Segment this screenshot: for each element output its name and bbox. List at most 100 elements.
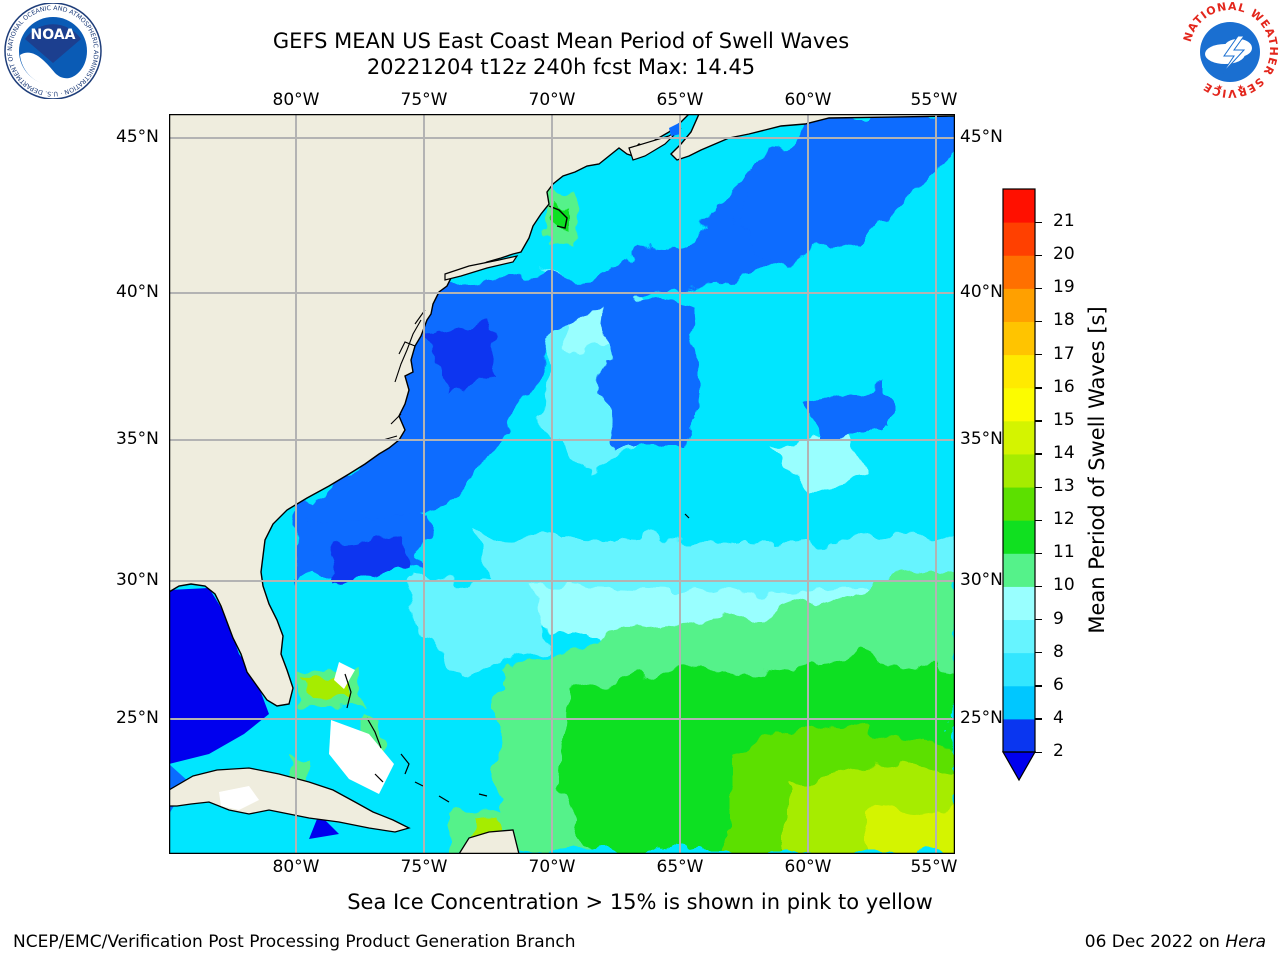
- colorbar-tick-mark: [1035, 486, 1042, 488]
- colorbar-segment: [1003, 718, 1035, 753]
- chart-title: GEFS MEAN US East Coast Mean Period of S…: [272, 29, 850, 53]
- lon-label-top: 80°W: [272, 90, 320, 110]
- colorbar-tick-label: 8: [1053, 641, 1064, 662]
- colorbar-tick-label: 16: [1053, 376, 1075, 397]
- colorbar-tick-mark: [1035, 652, 1042, 654]
- lat-label-left: 40°N: [116, 282, 159, 302]
- bahamas-islands: [344, 513, 690, 803]
- lat-label-left: 25°N: [116, 708, 159, 728]
- swell-band-9-10: [529, 294, 889, 634]
- lon-label-top: 55°W: [910, 90, 958, 110]
- colorbar-tick-mark: [1035, 254, 1042, 257]
- swell-period-map: [169, 114, 955, 854]
- colorbar-tick-label: 10: [1053, 575, 1075, 596]
- land-hispaniola: [458, 829, 520, 853]
- map-frame: [169, 114, 955, 854]
- colorbar: [1001, 188, 1037, 782]
- colorbar-tick-mark: [1035, 552, 1042, 555]
- colorbar-frame: [1002, 188, 1036, 753]
- lon-label-top: 60°W: [784, 90, 832, 110]
- footer-date-text: 06 Dec 2022 on: [1084, 932, 1226, 952]
- colorbar-tick-mark: [1035, 685, 1042, 687]
- colorbar-segment: [1003, 553, 1035, 587]
- colorbar-tick-mark: [1035, 420, 1042, 422]
- svg-text:★: ★: [1216, 83, 1223, 92]
- noaa-logo: NATIONAL OCEANIC AND ATMOSPHERIC ADMINIS…: [3, 3, 102, 99]
- colorbar-tick-label: 20: [1053, 244, 1075, 265]
- lon-label-bottom: 65°W: [656, 857, 704, 877]
- colorbar-segment: [1003, 288, 1035, 322]
- colorbar-tick-label: 4: [1053, 707, 1064, 728]
- lon-label-top: 70°W: [528, 90, 576, 110]
- sea-ice-note: Sea Ice Concentration > 15% is shown in …: [0, 890, 1280, 914]
- colorbar-segment: [1003, 586, 1035, 621]
- graticule: [169, 114, 954, 853]
- colorbar-segment: [1003, 420, 1035, 455]
- lat-label-left: 30°N: [116, 570, 159, 590]
- colorbar-segment: [1003, 222, 1035, 256]
- colorbar-tick-mark: [1035, 619, 1042, 621]
- colorbar-tick-label: 21: [1053, 211, 1075, 232]
- colorbar-tick-label: 6: [1053, 674, 1064, 695]
- colorbar-tick-label: 13: [1053, 476, 1075, 497]
- colorbar-tick-mark: [1035, 320, 1042, 323]
- swell-band-near-cape-cod: [541, 186, 579, 244]
- colorbar-segment: [1003, 652, 1035, 687]
- bahama-bank-mask: [329, 720, 394, 794]
- lat-label-right: 45°N: [960, 127, 1003, 147]
- colorbar-tick-label: 18: [1053, 310, 1075, 331]
- colorbar-segment: [1003, 619, 1035, 654]
- lat-label-right: 25°N: [960, 708, 1003, 728]
- lon-label-bottom: 70°W: [528, 857, 576, 877]
- footer-credit: NCEP/EMC/Verification Post Processing Pr…: [13, 932, 576, 952]
- colorbar-tick-mark: [1035, 354, 1042, 356]
- lon-label-top: 75°W: [400, 90, 448, 110]
- colorbar-tick-mark: [1035, 221, 1042, 223]
- lat-label-right: 40°N: [960, 282, 1003, 302]
- lon-label-bottom: 55°W: [910, 857, 958, 877]
- lon-label-top: 65°W: [656, 90, 704, 110]
- colorbar-tick-label: 9: [1053, 608, 1064, 629]
- colorbar-tick-label: 12: [1053, 509, 1075, 530]
- colorbar-tick-label: 15: [1053, 409, 1075, 430]
- colorbar-tick-mark: [1035, 387, 1042, 389]
- footer-machine: Hera: [1225, 932, 1266, 952]
- colorbar-segment: [1003, 255, 1035, 289]
- lon-label-bottom: 80°W: [272, 857, 320, 877]
- nws-logo: NATIONAL WEATHER SERVICE ★ ★: [1181, 2, 1279, 98]
- colorbar-tick-mark: [1035, 751, 1042, 753]
- colorbar-label: Mean Period of Swell Waves [s]: [1085, 306, 1109, 634]
- colorbar-extend-arrow: [1001, 751, 1037, 782]
- lat-label-left: 35°N: [116, 429, 159, 449]
- colorbar-segment: [1003, 520, 1035, 554]
- svg-text:NOAA: NOAA: [31, 27, 76, 43]
- colorbar-tick-label: 2: [1053, 741, 1064, 761]
- colorbar-tick-label: 19: [1053, 277, 1075, 298]
- colorbar-segment: [1003, 321, 1035, 356]
- swell-band-below-2: [329, 324, 499, 584]
- land-cuba: [169, 767, 411, 833]
- lon-label-bottom: 75°W: [400, 857, 448, 877]
- sea-ice-note-text: Sea Ice Concentration > 15% is shown in …: [347, 890, 933, 914]
- land-north-america: [169, 114, 690, 707]
- colorbar-tick-mark: [1035, 519, 1042, 521]
- colorbar-tick-mark: [1035, 718, 1042, 720]
- colorbar-tick-label: 14: [1053, 442, 1075, 463]
- colorbar-tick-mark: [1035, 585, 1042, 588]
- chart-subtitle: 20221204 t12z 240h fcst Max: 14.45: [366, 55, 756, 79]
- swell-band-10-12: [499, 569, 954, 853]
- footer-date: 06 Dec 2022 on Hera: [1085, 932, 1266, 952]
- colorbar-segment: [1003, 685, 1035, 720]
- lat-label-right: 35°N: [960, 429, 1003, 449]
- colorbar-tick-label: 11: [1053, 542, 1075, 563]
- lat-label-right: 30°N: [960, 570, 1003, 590]
- svg-text:★: ★: [1237, 83, 1244, 92]
- colorbar-segment: [1003, 354, 1035, 389]
- colorbar-tick-mark: [1035, 453, 1042, 455]
- colorbar-segment: [1003, 453, 1035, 488]
- colorbar-segment: [1003, 487, 1035, 521]
- lon-label-bottom: 60°W: [784, 857, 832, 877]
- colorbar-tick-label: 17: [1053, 343, 1075, 364]
- colorbar-segment: [1003, 189, 1035, 223]
- colorbar-segment: [1003, 387, 1035, 422]
